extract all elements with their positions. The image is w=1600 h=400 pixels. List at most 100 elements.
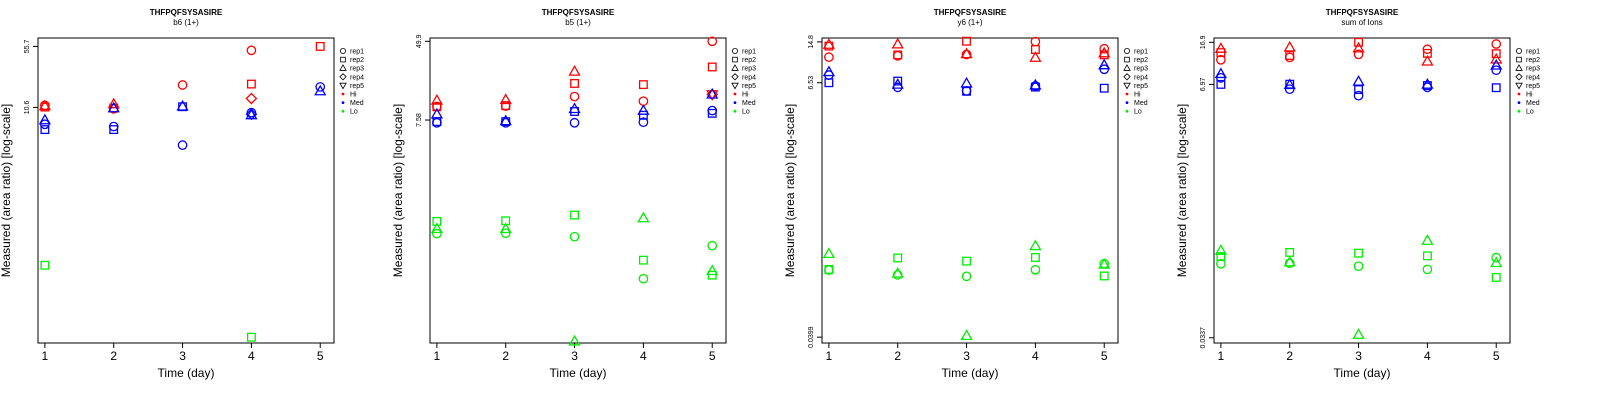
circle-icon xyxy=(339,47,347,55)
data-point xyxy=(109,125,119,135)
legend-item-lo: Lo xyxy=(341,109,358,116)
data-point xyxy=(1353,261,1364,272)
data-point xyxy=(107,101,120,113)
legend-marker xyxy=(340,56,346,63)
data-point xyxy=(246,45,257,56)
data-point xyxy=(893,76,903,86)
data-point xyxy=(1214,67,1228,79)
series-med-rep3 xyxy=(430,87,719,126)
square-icon xyxy=(1516,56,1522,63)
data-point xyxy=(499,222,512,234)
data-point xyxy=(961,49,972,60)
x-tick-label: 5 xyxy=(317,349,324,363)
x-tick-label: 3 xyxy=(179,349,186,363)
data-point xyxy=(1491,83,1501,93)
data-point xyxy=(315,41,325,51)
series-lo-rep2 xyxy=(1216,247,1501,282)
x-axis-label: Time (day) xyxy=(1334,366,1391,380)
data-point xyxy=(245,92,258,105)
x-tick-label: 2 xyxy=(894,349,901,363)
data-point xyxy=(430,222,444,234)
legend-dot-icon xyxy=(341,101,345,104)
legend-label: rep3 xyxy=(350,66,364,73)
legend-marker xyxy=(1124,56,1130,63)
legend-item-med: Med xyxy=(341,100,364,107)
x-tick-label: 2 xyxy=(1286,349,1293,363)
data-point xyxy=(177,140,188,150)
data-point xyxy=(1284,52,1295,63)
data-point xyxy=(107,97,120,109)
y-tick-label: 49.9 xyxy=(416,34,423,48)
x-axis-label: Time (day) xyxy=(942,366,999,380)
legend-dot-icon xyxy=(1125,101,1129,104)
series-med-rep1 xyxy=(824,64,1110,96)
series-hi-rep3 xyxy=(430,65,581,105)
legend-marker xyxy=(1515,73,1523,81)
legend-item-rep5: rep5 xyxy=(339,82,364,90)
y-tick-label: 10.6 xyxy=(24,100,31,114)
data-point xyxy=(638,117,649,128)
legend-label: rep2 xyxy=(1526,57,1540,64)
legend-marker xyxy=(1515,82,1523,90)
legend-item-lo: Lo xyxy=(1517,109,1534,116)
y-tick-label: 14.8 xyxy=(808,35,815,49)
legend-item-rep5: rep5 xyxy=(1515,82,1540,90)
chart-title: THFPQFSYSASIRE xyxy=(542,8,615,17)
series-hi-rep4 xyxy=(245,92,258,105)
series-lo-rep3 xyxy=(430,211,719,346)
y-axis-label: Measured (area ratio) [log-scale] xyxy=(391,104,405,277)
data-point xyxy=(706,264,719,276)
square-icon xyxy=(732,56,738,63)
x-tick-label: 2 xyxy=(502,349,509,363)
data-point xyxy=(1099,271,1109,281)
series-hi-rep3 xyxy=(38,97,120,111)
triangle-down-icon xyxy=(731,82,739,90)
data-point xyxy=(824,52,834,63)
legend-item-hi: Hi xyxy=(1125,92,1141,99)
legend-dot-icon xyxy=(1125,92,1129,96)
data-point xyxy=(707,108,717,118)
data-point xyxy=(1491,39,1502,49)
series-med-rep3 xyxy=(38,84,327,125)
series-med-rep2 xyxy=(432,107,717,127)
triangle-down-icon xyxy=(1123,82,1131,90)
series-lo-rep3 xyxy=(1214,234,1503,339)
legend-label: rep5 xyxy=(1526,83,1540,90)
data-point xyxy=(637,211,650,223)
y-tick-label: 16.9 xyxy=(1200,35,1207,49)
y-axis-label: Measured (area ratio) [log-scale] xyxy=(783,104,797,277)
data-point xyxy=(38,99,52,111)
data-point xyxy=(707,240,718,251)
legend-dot-icon xyxy=(1517,101,1521,104)
x-tick-label: 4 xyxy=(248,349,255,363)
data-point xyxy=(432,228,442,239)
data-point xyxy=(430,107,444,119)
x-tick-label: 3 xyxy=(963,349,970,363)
data-point xyxy=(245,108,258,121)
data-point xyxy=(1029,78,1042,90)
data-point xyxy=(1099,43,1110,54)
data-point xyxy=(501,101,511,111)
data-point xyxy=(1491,272,1501,282)
data-point xyxy=(1354,37,1364,47)
series-hi-rep3 xyxy=(1214,40,1503,66)
data-point xyxy=(246,79,256,89)
data-point xyxy=(430,93,444,105)
chart-subtitle: b5 (1+) xyxy=(565,18,591,27)
data-point xyxy=(707,105,718,116)
triangle-up-icon xyxy=(1515,64,1523,71)
legend-item-rep1: rep1 xyxy=(339,47,364,56)
x-axis-label: Time (day) xyxy=(158,366,215,380)
legend-label: Hi xyxy=(1526,92,1533,99)
data-point xyxy=(960,329,973,341)
series-lo-rep1 xyxy=(824,258,1110,282)
data-point xyxy=(1352,328,1365,339)
series-hi-rep5 xyxy=(706,90,719,101)
series-med-rep1 xyxy=(432,105,718,128)
legend-item-rep3: rep3 xyxy=(339,64,364,73)
legend-marker xyxy=(732,56,738,63)
data-point xyxy=(569,91,580,102)
